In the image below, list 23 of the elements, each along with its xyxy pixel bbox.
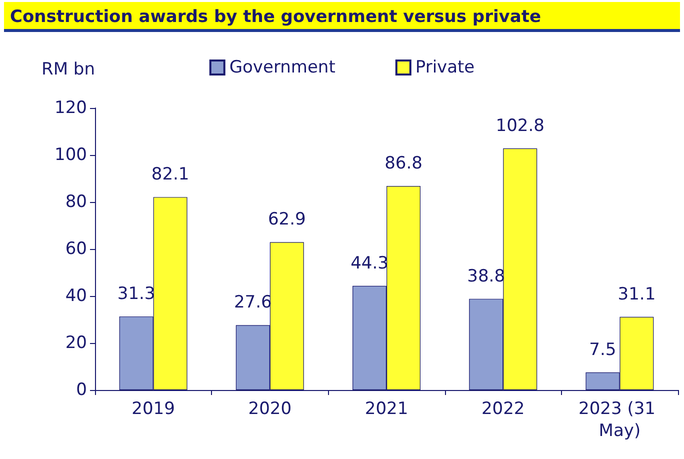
data-label: 102.8 [496,116,544,136]
y-axis-title: RM bn [42,60,95,80]
y-tick-label: 0 [76,380,87,400]
y-tick-label: 120 [54,98,87,118]
y-tick-label: 40 [65,286,87,306]
y-tick-label: 60 [65,239,87,259]
data-label: 86.8 [384,154,422,174]
y-tick-label: 100 [54,145,87,165]
data-label: 82.1 [151,164,190,185]
legend-label: Private [415,58,475,78]
data-label: 62.9 [268,210,306,230]
data-label: 7.5 [589,340,616,360]
x-tick-label: 2022 [481,399,525,419]
x-tick-label: 2023 (31 May) [578,399,661,441]
y-tick-label: 80 [65,192,87,212]
data-label: 31.1 [618,284,656,304]
y-tick-label: 20 [65,333,87,353]
x-tick-label: 2019 [132,399,175,419]
x-tick-label: 2021 [364,399,408,419]
data-label: 44.3 [350,253,388,274]
legend-label: Government [229,58,336,78]
x-tick-label: 2020 [248,399,292,419]
chart-title: Construction awards by the government versus private [4,2,680,32]
